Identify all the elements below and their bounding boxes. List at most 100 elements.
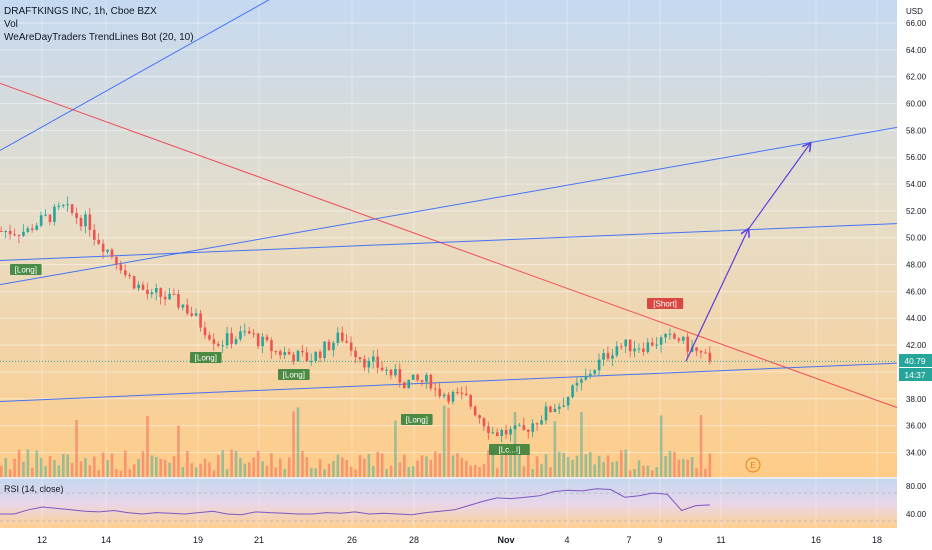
candle-body[interactable] [686,336,690,352]
candle-body[interactable] [500,430,504,437]
candle-body[interactable] [39,215,43,226]
candle-body[interactable] [332,342,335,351]
candle-body[interactable] [243,331,247,333]
candle-body[interactable] [327,341,331,351]
candle-body[interactable] [208,335,211,340]
candle-body[interactable] [301,350,304,353]
volume-legend[interactable]: Vol [4,19,18,30]
candle-body[interactable] [53,206,56,222]
candle-body[interactable] [620,346,623,348]
candle-body[interactable] [593,370,597,374]
trendlines[interactable] [0,0,900,409]
candle-body[interactable] [575,382,579,386]
candle-body[interactable] [310,361,313,363]
candle-body[interactable] [606,353,610,359]
candle-body[interactable] [597,359,601,371]
candle-body[interactable] [651,342,654,346]
trendline[interactable] [0,0,296,151]
candle-body[interactable] [137,284,140,289]
candle-body[interactable] [460,392,464,394]
candle-body[interactable] [305,352,309,362]
candle-body[interactable] [287,352,291,355]
candle-body[interactable] [292,354,295,362]
candle-body[interactable] [106,249,109,252]
candle-body[interactable] [279,351,282,356]
candle-body[interactable] [531,423,535,432]
candle-body[interactable] [682,336,685,341]
candle-body[interactable] [398,369,402,383]
candle-body[interactable] [318,351,322,359]
price-axis[interactable]: USD 66.00 64.00 62.00 60.00 58.00 56.00 54.00 5… [906,7,927,457]
candle-body[interactable] [234,339,238,344]
candle-body[interactable] [4,230,8,232]
candles[interactable] [0,196,712,443]
candle-body[interactable] [549,406,552,413]
candle-body[interactable] [655,344,659,346]
candle-body[interactable] [221,345,225,347]
candle-body[interactable] [159,288,163,297]
candle-body[interactable] [544,406,548,421]
candle-body[interactable] [345,340,349,343]
candle-body[interactable] [438,388,442,397]
candle-body[interactable] [482,418,486,427]
candle-body[interactable] [372,356,375,361]
candle-body[interactable] [13,234,16,236]
candle-body[interactable] [203,327,207,336]
candle-body[interactable] [261,336,264,347]
candle-body[interactable] [659,337,663,345]
candle-body[interactable] [699,350,703,353]
candle-body[interactable] [695,347,698,351]
candle-body[interactable] [673,333,676,339]
candle-body[interactable] [434,388,437,390]
symbol-title[interactable]: DRAFTKINGS INC, 1h, Cboe BZX [4,6,157,17]
candle-body[interactable] [283,352,287,356]
candle-body[interactable] [456,391,459,393]
candle-body[interactable] [602,353,605,360]
candle-body[interactable] [580,379,583,383]
candle-body[interactable] [447,394,450,402]
candle-body[interactable] [553,408,557,413]
candle-body[interactable] [168,293,171,300]
candle-body[interactable] [150,292,154,295]
candle-body[interactable] [119,264,123,271]
candle-body[interactable] [84,214,87,227]
candle-body[interactable] [380,367,384,371]
candle-body[interactable] [194,313,198,316]
candle-body[interactable] [513,425,517,430]
candle-body[interactable] [540,420,543,425]
candle-body[interactable] [487,426,490,434]
time-axis[interactable]: 12 14 19 21 26 28 Nov 4 7 9 11 16 18 [37,535,882,545]
candle-body[interactable] [44,214,47,216]
candle-body[interactable] [504,430,508,435]
candle-body[interactable] [376,356,380,368]
candle-body[interactable] [522,425,526,430]
candle-body[interactable] [97,239,101,244]
candle-body[interactable] [571,385,574,398]
candle-body[interactable] [704,352,707,354]
candle-body[interactable] [163,296,167,300]
candle-body[interactable] [172,293,176,295]
candle-body[interactable] [637,348,641,350]
candle-body[interactable] [562,405,566,407]
candle-body[interactable] [589,373,592,377]
candle-body[interactable] [314,351,318,362]
indicator-legend[interactable]: WeAreDayTraders TrendLines Bot (20, 10) [4,32,194,43]
candle-body[interactable] [239,331,242,340]
candle-body[interactable] [190,313,194,316]
candle-body[interactable] [451,391,455,402]
candle-body[interactable] [527,429,530,432]
candle-body[interactable] [642,348,645,352]
candle-body[interactable] [584,376,588,380]
candle-body[interactable] [668,333,672,335]
candle-body[interactable] [611,355,614,359]
candle-body[interactable] [115,256,118,265]
candle-body[interactable] [110,249,114,257]
candle-body[interactable] [646,342,650,352]
candle-body[interactable] [217,343,220,346]
candle-body[interactable] [270,340,273,352]
candle-body[interactable] [79,217,83,227]
candle-body[interactable] [411,374,415,380]
candle-body[interactable] [62,204,65,206]
candle-body[interactable] [628,339,632,352]
